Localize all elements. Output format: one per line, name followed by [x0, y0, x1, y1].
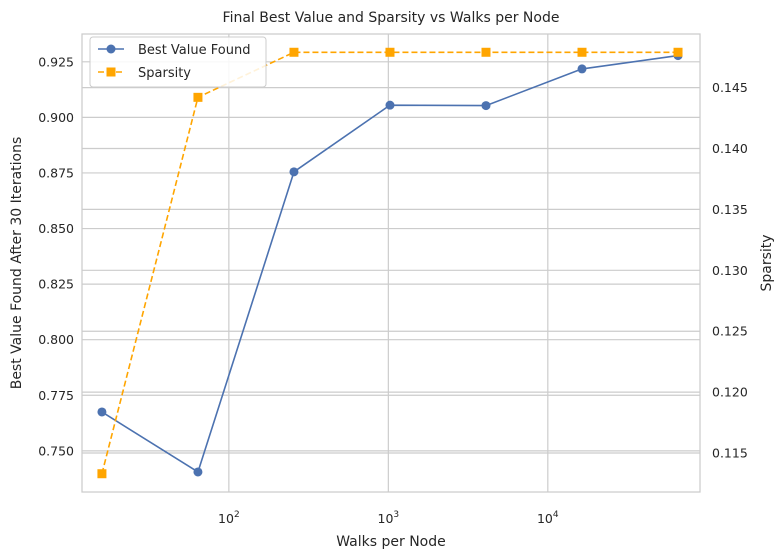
point-best-value-found: [289, 167, 299, 177]
point-best-value-found: [193, 467, 203, 477]
point-best-value-found: [385, 100, 395, 110]
point-best-value-found: [97, 407, 107, 417]
x-tick-label: 104: [537, 510, 559, 526]
y-axis-right: 0.115 0.120 0.125 0.130 0.135 0.140 0.145: [712, 80, 748, 460]
y-right-tick-label: 0.130: [712, 263, 748, 278]
y-axis-left: 0.750 0.775 0.800 0.825 0.850 0.875 0.900 0.925: [38, 54, 74, 458]
y-axis-left-label: Best Value Found After 30 Iterations: [9, 137, 25, 390]
legend-marker-best-value: [106, 44, 116, 54]
point-sparsity: [289, 47, 299, 57]
series-line-sparsity: [101, 51, 679, 474]
y-left-tick-label: 0.775: [38, 388, 74, 403]
x-axis-label: Walks per Node: [336, 534, 446, 550]
legend-marker-sparsity: [106, 67, 116, 77]
y-left-tick-label: 0.850: [38, 221, 74, 236]
chart-title: Final Best Value and Sparsity vs Walks p…: [223, 10, 560, 26]
y-right-tick-label: 0.140: [712, 141, 748, 156]
point-best-value-found: [481, 101, 491, 111]
point-sparsity: [481, 47, 491, 57]
x-tick-label: 103: [378, 510, 400, 526]
y-left-tick-label: 0.825: [38, 277, 74, 292]
point-sparsity: [193, 92, 203, 102]
y-left-tick-label: 0.750: [38, 443, 74, 458]
plot-area-frame: [81, 33, 701, 493]
legend: Best Value Found Sparsity: [89, 36, 267, 88]
y-left-tick-label: 0.875: [38, 165, 74, 180]
x-tick-label: 102: [218, 510, 240, 526]
series-layer: [97, 47, 683, 479]
y-right-tick-label: 0.120: [712, 385, 748, 400]
grid-layer: [82, 34, 700, 492]
y-right-tick-label: 0.125: [712, 324, 748, 339]
y-right-tick-label: 0.135: [712, 202, 748, 217]
y-left-tick-label: 0.800: [38, 332, 74, 347]
legend-label-best-value: Best Value Found: [138, 43, 250, 58]
point-sparsity: [577, 47, 587, 57]
y-right-tick-label: 0.145: [712, 80, 748, 95]
y-left-tick-label: 0.925: [38, 54, 74, 69]
point-sparsity: [673, 47, 683, 57]
point-sparsity: [385, 47, 395, 57]
y-axis-right-label: Sparsity: [759, 234, 775, 291]
legend-label-sparsity: Sparsity: [138, 66, 191, 81]
y-right-tick-label: 0.115: [712, 446, 748, 461]
legend-box: [89, 36, 267, 88]
point-best-value-found: [577, 64, 587, 74]
y-left-tick-label: 0.900: [38, 110, 74, 125]
x-axis: 102 103 104: [218, 510, 559, 526]
series-line-best-value-found: [101, 54, 679, 473]
point-sparsity: [97, 469, 107, 479]
